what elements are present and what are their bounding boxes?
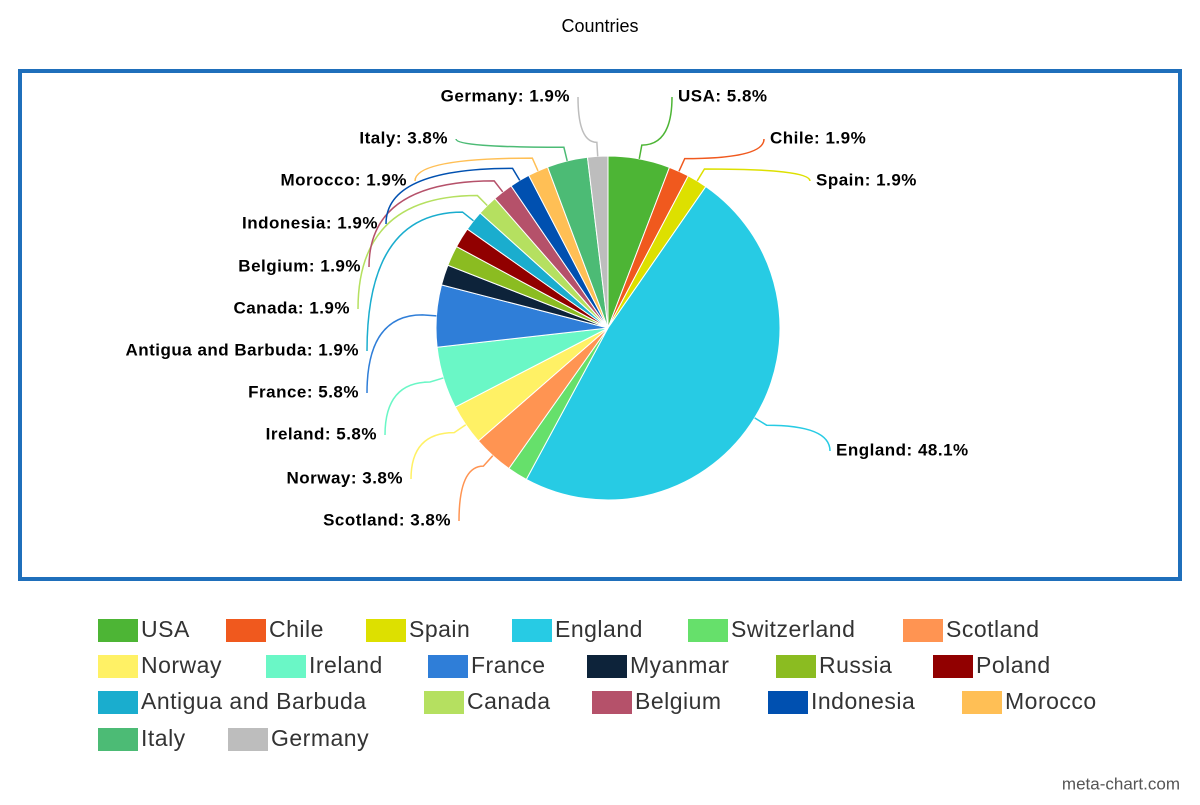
connector	[458, 455, 494, 522]
data-label: Chile: 1.9%	[770, 128, 866, 147]
connector	[366, 211, 474, 352]
connector	[384, 377, 444, 436]
legend-label: Scotland	[946, 616, 1040, 642]
data-label: Scotland: 3.8%	[323, 510, 451, 529]
connector	[366, 314, 437, 394]
connector	[368, 180, 504, 268]
legend-label: Indonesia	[811, 688, 915, 714]
connector	[678, 138, 765, 172]
legend-swatch	[776, 655, 816, 678]
legend-swatch	[228, 728, 268, 751]
legend-label: USA	[141, 616, 190, 642]
data-label: Norway: 3.8%	[286, 468, 403, 487]
legend-swatch	[512, 619, 552, 642]
legend-label: Russia	[819, 652, 892, 678]
legend-swatch	[98, 691, 138, 714]
legend-swatch	[424, 691, 464, 714]
legend-label: England	[555, 616, 643, 642]
chart-title: Countries	[561, 16, 638, 36]
connector	[455, 138, 568, 162]
data-label: France: 5.8%	[248, 382, 359, 401]
legend-label: Norway	[141, 652, 222, 678]
data-label: Ireland: 5.8%	[266, 424, 377, 443]
legend-swatch	[266, 655, 306, 678]
legend-label: Morocco	[1005, 688, 1097, 714]
data-label: England: 48.1%	[836, 440, 969, 459]
connector	[414, 157, 539, 182]
connector	[638, 96, 673, 160]
connector	[357, 194, 488, 310]
legend-label: Poland	[976, 652, 1051, 678]
legend-label: Antigua and Barbuda	[141, 688, 367, 714]
connector	[696, 168, 811, 182]
legend-swatch	[903, 619, 943, 642]
legend-label: Canada	[467, 688, 551, 714]
legend-label: Italy	[141, 725, 186, 751]
connector	[754, 417, 831, 452]
data-label: Antigua and Barbuda: 1.9%	[125, 340, 359, 359]
data-label: Morocco: 1.9%	[281, 170, 407, 189]
legend-swatch	[366, 619, 406, 642]
data-label: USA: 5.8%	[678, 86, 768, 105]
legend-label: Spain	[409, 616, 470, 642]
data-label: Italy: 3.8%	[359, 128, 448, 147]
legend-swatch	[688, 619, 728, 642]
data-label: Belgium: 1.9%	[238, 256, 361, 275]
legend-label: Switzerland	[731, 616, 855, 642]
legend-label: Chile	[269, 616, 324, 642]
legend-swatch	[933, 655, 973, 678]
connector	[577, 96, 599, 157]
legend-label: Ireland	[309, 652, 383, 678]
pie-slice	[586, 155, 609, 329]
legend-swatch	[98, 619, 138, 642]
legend-swatch	[962, 691, 1002, 714]
legend-swatch	[768, 691, 808, 714]
legend-swatch	[98, 655, 138, 678]
credit: meta-chart.com	[1062, 774, 1180, 793]
legend-label: France	[471, 652, 546, 678]
legend-label: Belgium	[635, 688, 722, 714]
data-label: Spain: 1.9%	[816, 170, 917, 189]
legend-label: Germany	[271, 725, 369, 751]
legend-swatch	[226, 619, 266, 642]
connector	[385, 167, 521, 225]
pie-slice	[525, 185, 781, 501]
legend-label: Myanmar	[630, 652, 729, 678]
legend-swatch	[428, 655, 468, 678]
legend-swatch	[587, 655, 627, 678]
plot-frame	[18, 69, 1182, 581]
data-label: Indonesia: 1.9%	[242, 213, 378, 232]
data-label: Germany: 1.9%	[441, 86, 570, 105]
connector	[410, 424, 467, 480]
data-label: Canada: 1.9%	[233, 298, 350, 317]
legend-swatch	[98, 728, 138, 751]
legend-swatch	[592, 691, 632, 714]
